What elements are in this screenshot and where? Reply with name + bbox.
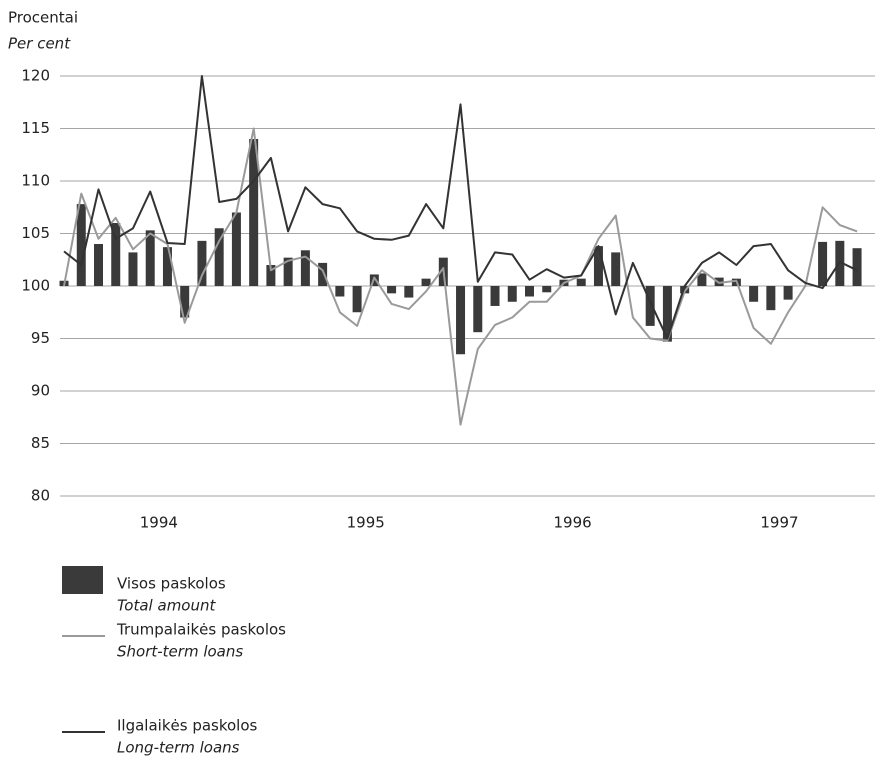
bar (645, 286, 655, 326)
y-axis-label-en: Per cent (8, 35, 71, 53)
bar (162, 247, 172, 286)
legend-label: Ilgalaikės paskolos (117, 717, 258, 735)
bar (611, 252, 621, 286)
x-tick-label: 1994 (140, 514, 178, 532)
bar (783, 286, 793, 300)
bar (507, 286, 517, 302)
y-tick-label: 110 (21, 172, 50, 190)
y-tick-label: 115 (21, 119, 50, 137)
x-tick-label: 1996 (554, 514, 592, 532)
y-tick-label: 80 (31, 487, 50, 505)
bar (214, 228, 224, 286)
bar (456, 286, 466, 355)
x-tick-label: 1997 (760, 514, 798, 532)
bar (766, 286, 776, 311)
bar (352, 286, 362, 313)
line (63, 127, 858, 426)
bar (318, 262, 328, 286)
x-tick-label: 1995 (347, 514, 385, 532)
y-tick-label: 85 (31, 434, 50, 452)
bar (283, 257, 293, 286)
bar (145, 230, 155, 286)
bar (593, 246, 603, 286)
legend-label: Visos paskolos (117, 575, 226, 593)
legend-label-en: Total amount (117, 597, 216, 615)
y-tick-label: 90 (31, 382, 50, 400)
bar (111, 223, 121, 286)
bar (662, 286, 672, 342)
bar (697, 273, 707, 286)
legend-label: Trumpalaikės paskolos (116, 621, 286, 639)
y-tick-label: 100 (21, 277, 50, 295)
bar (490, 286, 500, 306)
bar (576, 278, 586, 286)
y-axis-label: Procentai (8, 9, 78, 27)
bar (335, 286, 345, 297)
legend-label-en: Short-term loans (117, 643, 243, 661)
bar (542, 286, 552, 293)
y-tick-label: 95 (31, 329, 50, 347)
bar (300, 250, 310, 286)
bar (680, 286, 690, 294)
bar (266, 265, 276, 286)
bar (404, 286, 414, 298)
bar (249, 139, 259, 286)
legend-label-en: Long-term loans (117, 739, 240, 757)
bar (473, 286, 483, 333)
bar (749, 286, 759, 302)
bar (818, 241, 828, 286)
bar (852, 248, 862, 286)
y-tick-label: 105 (21, 224, 50, 242)
bar (387, 286, 397, 294)
bar (421, 278, 431, 286)
bar (94, 244, 103, 286)
bar (197, 240, 207, 286)
y-tick-label: 120 (21, 67, 50, 85)
line (63, 75, 858, 340)
bar (76, 204, 86, 286)
bar (231, 212, 241, 286)
legend-swatch (62, 566, 103, 594)
bar (180, 286, 190, 318)
bar (128, 252, 138, 286)
bar (525, 286, 534, 297)
